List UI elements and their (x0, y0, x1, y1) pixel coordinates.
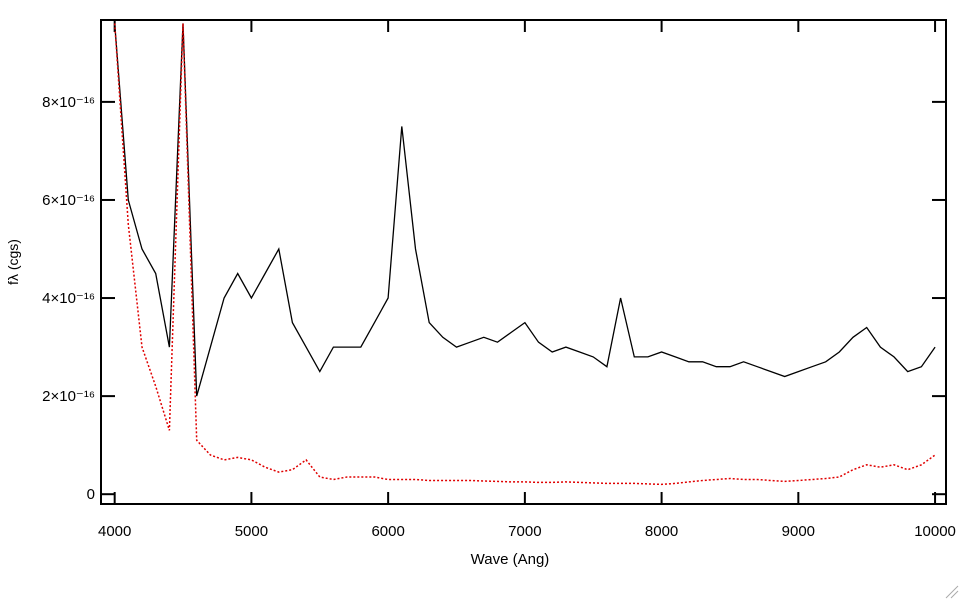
x-tick-label: 8000 (645, 523, 678, 540)
x-tick-label: 7000 (508, 523, 541, 540)
x-tick-label: 5000 (235, 523, 268, 540)
plot-area (113, 23, 936, 486)
series-line (113, 23, 936, 486)
series-line (114, 23, 936, 397)
x-tick-label: 6000 (371, 523, 404, 540)
y-tick-label: 4×10⁻¹⁶ (42, 290, 95, 307)
resize-grip (945, 585, 959, 599)
x-tick-label: 9000 (782, 523, 815, 540)
y-axis-label: fλ (cgs) (5, 239, 21, 285)
x-tick-label: 4000 (98, 523, 131, 540)
y-tick-label: 6×10⁻¹⁶ (42, 192, 95, 209)
x-axis-label: Wave (Ang) (471, 551, 550, 568)
plot-frame (100, 19, 947, 505)
y-tick-label: 0 (87, 486, 95, 503)
y-tick-label: 8×10⁻¹⁶ (42, 94, 95, 111)
x-tick-label: 10000 (914, 523, 956, 540)
y-tick-label: 2×10⁻¹⁶ (42, 388, 95, 405)
